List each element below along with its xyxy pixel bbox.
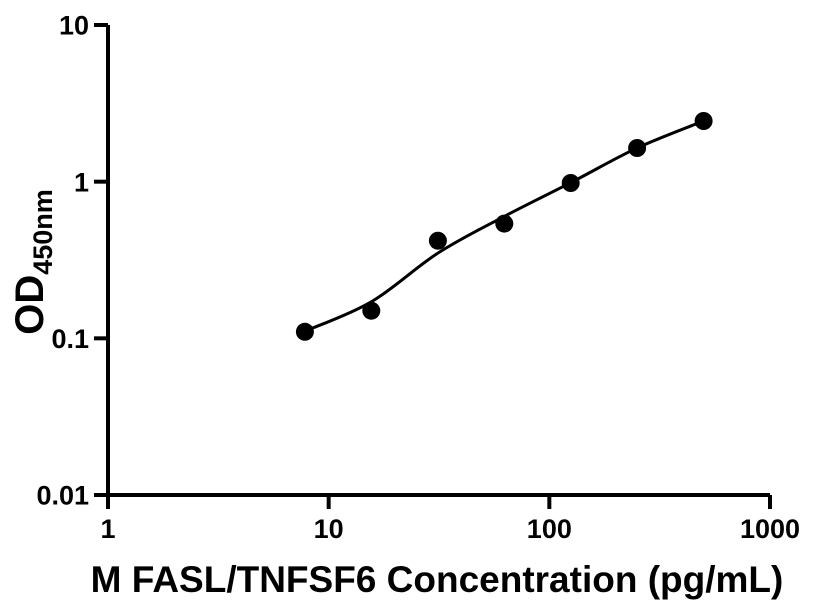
y-tick-label: 0.1 — [51, 324, 89, 354]
x-tick-label: 10 — [314, 514, 344, 544]
tick-labels-group: 0.01 0.1 1 10 1 10 100 1000 M FASL/TNFSF6 Concen… — [8, 11, 800, 600]
data-point-marker — [628, 139, 647, 157]
data-point-marker — [495, 214, 514, 233]
x-axis-title: M FASL/TNFSF6 Concentration (pg/mL) — [91, 559, 784, 600]
y-axis-title-main: OD — [8, 275, 52, 335]
data-point-marker — [561, 174, 580, 192]
axes-group — [106, 25, 770, 497]
y-tick-label: 10 — [59, 11, 89, 41]
data-point-marker — [428, 231, 447, 250]
tick-marks-group — [94, 23, 772, 509]
y-axis-title-subscript: 450nm — [28, 189, 58, 275]
plot-group — [295, 112, 713, 341]
x-tick-label: 1000 — [740, 514, 800, 544]
data-point-marker — [694, 112, 713, 130]
y-axis-title: OD450nm — [8, 189, 58, 335]
data-point-marker — [362, 301, 381, 320]
x-tick-label: 1 — [100, 514, 115, 544]
y-tick-label: 1 — [74, 167, 89, 197]
data-point-marker — [295, 322, 314, 341]
y-tick-label: 0.01 — [36, 481, 89, 511]
x-tick-label: 100 — [527, 514, 572, 544]
